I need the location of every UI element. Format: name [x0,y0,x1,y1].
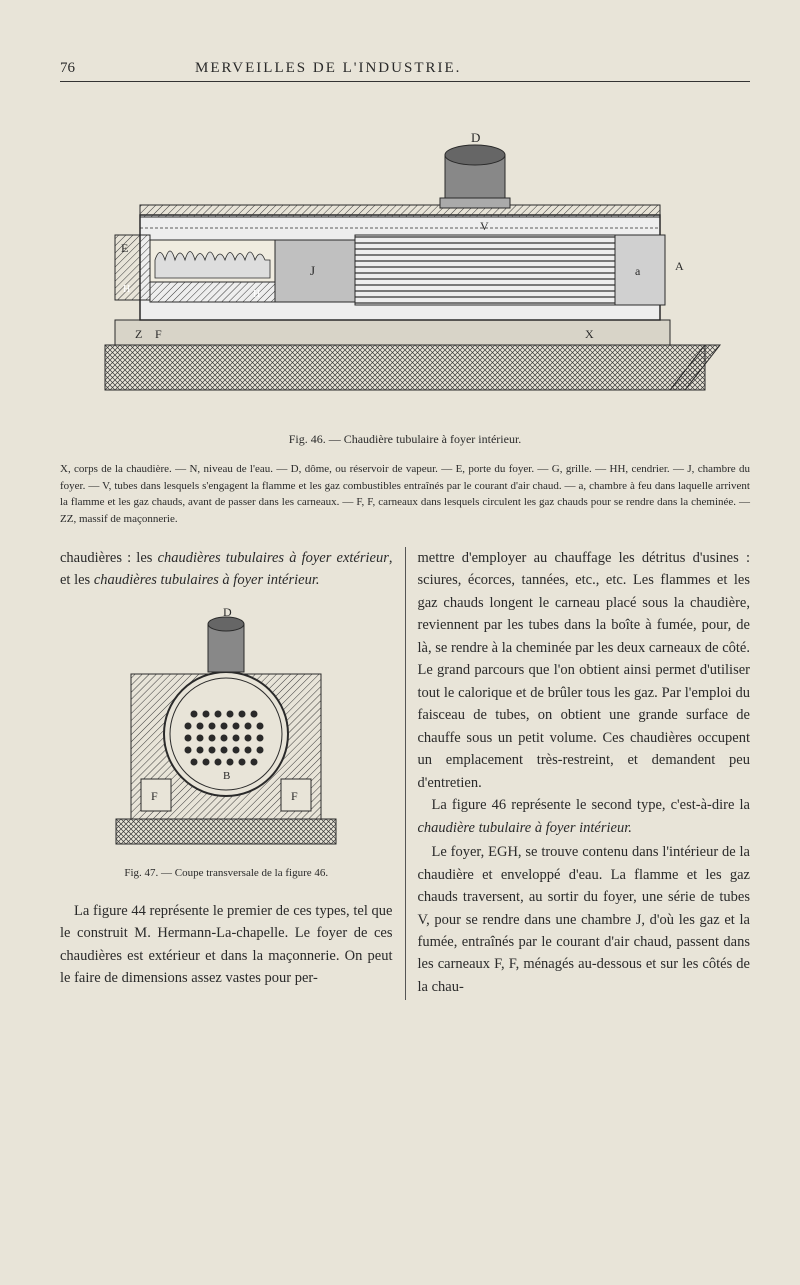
svg-text:F: F [151,789,158,803]
italic-term: chaudières tubulaires à foyer extérieur [158,550,389,566]
right-para-1: mettre d'employer au chauffage les détri… [418,547,751,794]
page-container: 76 MERVEILLES DE L'INDUSTRIE. Z [0,0,800,1285]
svg-text:D: D [471,130,480,145]
figure-46-caption: Fig. 46. — Chaudière tubulaire à foyer i… [60,432,750,447]
svg-text:F: F [155,327,162,341]
text-fragment: La figure 46 représente le second type, … [432,797,751,813]
left-intro-para: chaudières : les chaudières tubulaires à… [60,547,393,592]
two-column-layout: chaudières : les chaudières tubulaires à… [60,547,750,1000]
svg-text:V: V [480,219,489,233]
svg-text:H: H [253,289,260,300]
boiler-longitudinal-svg: Z F X E H H J V a A [85,120,725,410]
svg-text:F: F [291,789,298,803]
svg-text:H: H [123,284,130,295]
header-title: MERVEILLES DE L'INDUSTRIE. [195,60,461,77]
page-number: 76 [60,60,75,77]
svg-text:E: E [121,241,128,255]
figure-47-illustration: F F B [60,602,393,857]
boiler-cross-section-svg: F F B [106,604,346,854]
svg-text:J: J [310,263,315,278]
svg-text:B: B [223,770,230,782]
figure-legend: X, corps de la chaudière. — N, niveau de… [60,461,750,527]
right-para-3: Le foyer, EGH, se trouve contenu dans l'… [418,841,751,998]
page-header: 76 MERVEILLES DE L'INDUSTRIE. [60,60,750,82]
svg-text:a: a [635,264,641,278]
left-para-2: La figure 44 représente le premier de ce… [60,900,393,990]
svg-text:X: X [585,327,594,341]
figure-46-illustration: Z F X E H H J V a A [60,112,750,417]
svg-text:Z: Z [135,327,142,341]
svg-text:D: D [223,605,232,619]
right-para-2: La figure 46 représente le second type, … [418,794,751,839]
right-column: mettre d'employer au chauffage les détri… [406,547,751,1000]
italic-term: chaudière tubulaire à foyer intérieur. [418,820,632,836]
left-column: chaudières : les chaudières tubulaires à… [60,547,406,1000]
svg-text:A: A [675,259,684,273]
text-fragment: chaudières : les [60,550,158,566]
italic-term: chaudières tubulaires à foyer intérieur. [94,572,320,588]
figure-47-caption: Fig. 47. — Coupe transversale de la figu… [60,865,393,882]
